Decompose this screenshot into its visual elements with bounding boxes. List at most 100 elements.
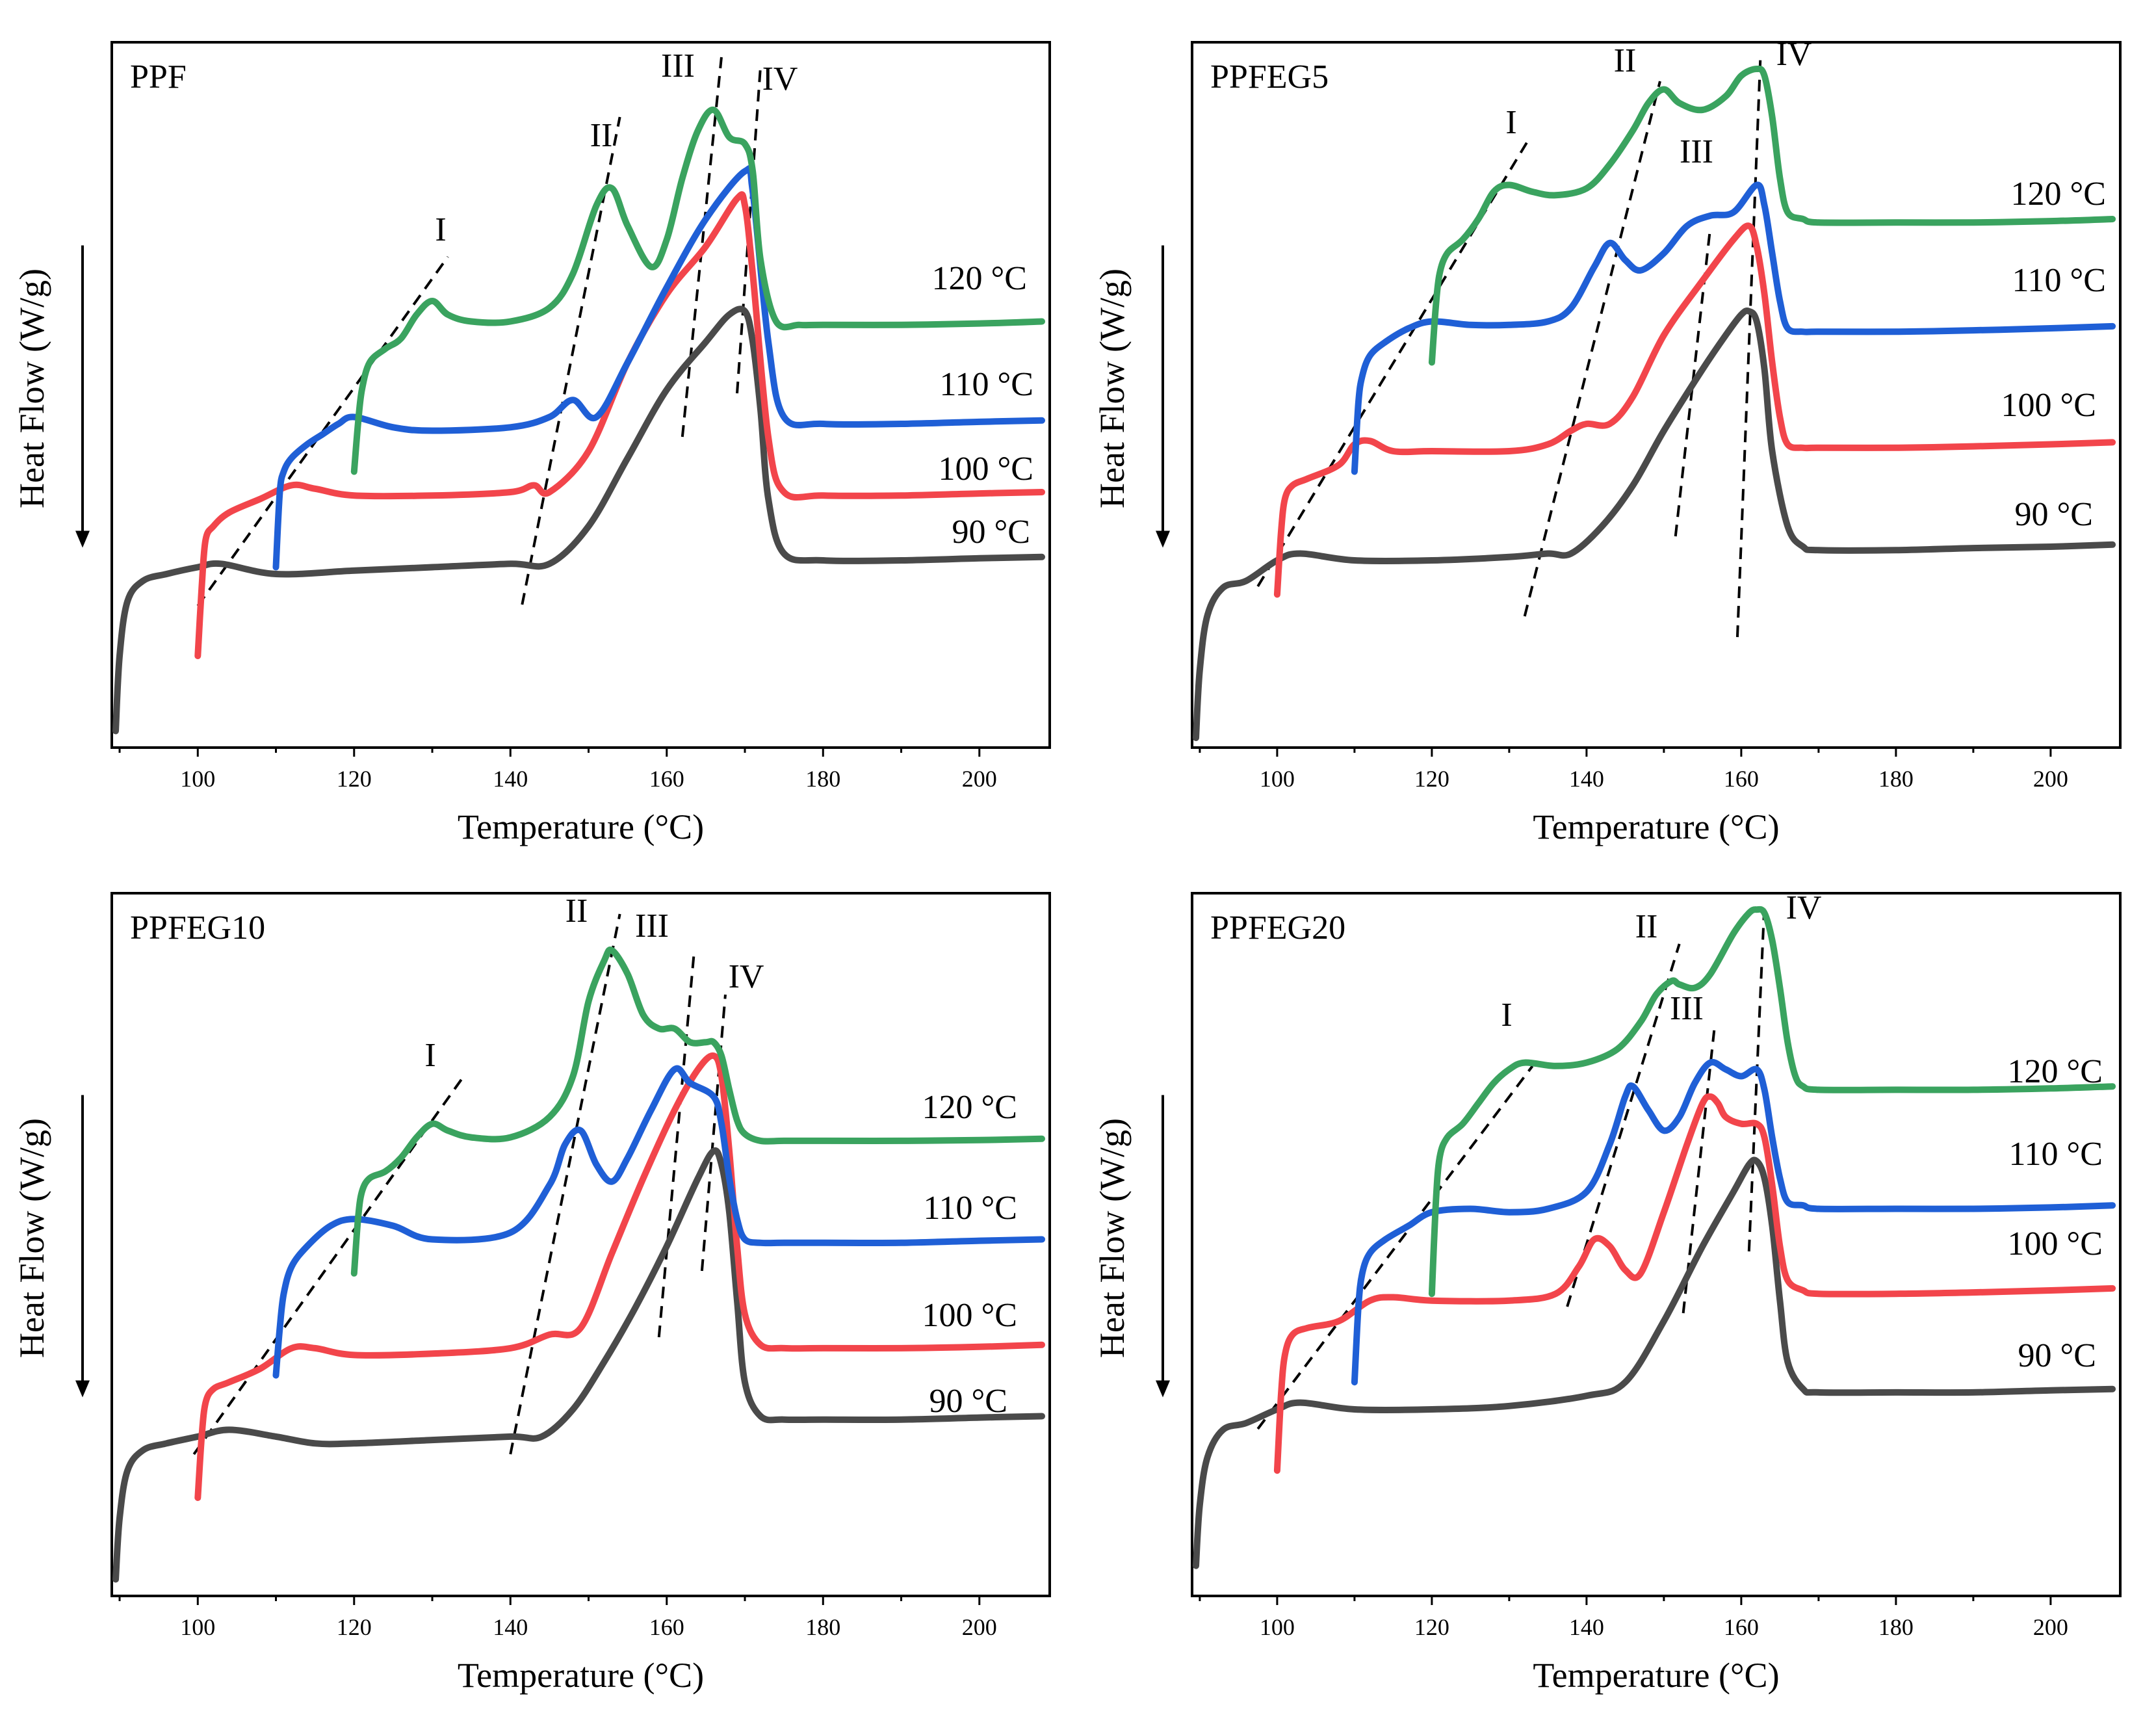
x-tick-label: 180 xyxy=(805,1614,840,1640)
x-tick-label: 200 xyxy=(962,1614,997,1640)
y-axis-title: Heat Flow (W/g) xyxy=(12,1118,51,1358)
plot-frame xyxy=(1191,41,2122,749)
series-label-90c: 90 °C xyxy=(2015,496,2093,533)
plot-frame xyxy=(110,41,1051,749)
annotation-iii: III xyxy=(635,908,669,945)
series-label-100c: 100 °C xyxy=(922,1297,1017,1334)
dashed-line-ii xyxy=(509,913,621,1455)
annotation-iv: IV xyxy=(1786,889,1822,926)
dashed-line-ii xyxy=(1523,81,1661,617)
annotation-iii: III xyxy=(1670,990,1704,1027)
series-label-110c: 110 °C xyxy=(2008,1136,2103,1173)
series-label-120c: 120 °C xyxy=(2008,1053,2103,1090)
x-tick-label: 100 xyxy=(180,766,215,792)
series-line-100c xyxy=(194,1052,1045,1501)
heat-flow-arrow-head xyxy=(1156,530,1170,548)
x-tick-label: 120 xyxy=(337,1614,372,1640)
x-axis-title: Temperature (°C) xyxy=(1533,807,1779,846)
x-tick-label: 100 xyxy=(1260,766,1295,792)
annotation-i: I xyxy=(424,1037,435,1074)
y-axis-title: Heat Flow (W/g) xyxy=(1093,1118,1132,1358)
x-tick-label: 100 xyxy=(180,1614,215,1640)
series-line-110c xyxy=(272,1065,1045,1379)
x-tick-label: 120 xyxy=(337,766,372,792)
dashed-line-i xyxy=(1256,1065,1534,1430)
series-label-120c: 120 °C xyxy=(932,260,1027,297)
series-label-120c: 120 °C xyxy=(2011,176,2106,213)
dashed-line-iii xyxy=(681,57,723,438)
panel-title: PPFEG5 xyxy=(1210,59,1329,96)
annotation-iv: IV xyxy=(1776,36,1812,73)
heat-flow-arrow-head xyxy=(1156,1380,1170,1398)
chart-panel-ppfeg10: 100 120 140 160 180 200 Temperature (°C) Heat F… xyxy=(12,892,1051,1695)
series-label-110c: 110 °C xyxy=(939,366,1033,403)
series-line-90c xyxy=(112,306,1045,735)
series-label-100c: 100 °C xyxy=(2008,1225,2103,1262)
panel-title: PPFEG10 xyxy=(130,909,265,947)
panel-title: PPF xyxy=(130,59,187,96)
series-line-120c xyxy=(1428,906,2116,1298)
annotation-ii: II xyxy=(565,893,588,930)
series-label-110c: 110 °C xyxy=(923,1190,1017,1227)
chart-panel-ppfeg5: 100 120 140 160 180 200 Temperature (°C) Heat F… xyxy=(1093,36,2122,846)
annotation-i: I xyxy=(1505,104,1516,141)
series-line-120c xyxy=(350,947,1045,1277)
annotation-i: I xyxy=(435,211,446,248)
series-line-120c xyxy=(1428,65,2116,366)
annotation-iii: III xyxy=(1680,133,1713,170)
heat-flow-arrow-head xyxy=(75,530,90,548)
chart-panel-ppf: 100 120 140 160 180 200 Temperature (°C) Heat F… xyxy=(12,41,1051,846)
x-tick-label: 160 xyxy=(1724,1614,1759,1640)
series-line-90c xyxy=(1193,307,2116,741)
x-tick-label: 140 xyxy=(493,1614,528,1640)
dashed-line-iv xyxy=(1735,53,1762,638)
x-tick-label: 200 xyxy=(2033,766,2068,792)
annotation-iv: IV xyxy=(762,60,798,98)
series-label-90c: 90 °C xyxy=(929,1383,1007,1420)
series-line-120c xyxy=(350,107,1045,475)
series-line-100c xyxy=(1273,1093,2116,1474)
plot-frame xyxy=(110,892,1051,1597)
dashed-line-iii xyxy=(1682,1030,1716,1314)
series-label-110c: 110 °C xyxy=(2012,262,2106,299)
x-axis-title: Temperature (°C) xyxy=(1533,1656,1779,1695)
x-tick-label: 160 xyxy=(649,1614,684,1640)
x-tick-label: 120 xyxy=(1414,1614,1449,1640)
annotation-i: I xyxy=(1501,997,1512,1034)
annotation-ii: II xyxy=(1635,908,1658,945)
dashed-line-iii xyxy=(657,952,695,1338)
series-line-90c xyxy=(1193,1156,2116,1569)
series-label-90c: 90 °C xyxy=(2018,1337,2096,1374)
panel-title: PPFEG20 xyxy=(1210,909,1345,947)
dashed-line-ii xyxy=(521,116,621,605)
series-line-100c xyxy=(194,191,1045,659)
series-label-120c: 120 °C xyxy=(922,1089,1017,1126)
dashed-line-iv xyxy=(700,994,727,1272)
x-tick-label: 100 xyxy=(1260,1614,1295,1640)
series-label-100c: 100 °C xyxy=(939,451,1033,488)
x-tick-label: 180 xyxy=(1878,766,1914,792)
x-tick-label: 180 xyxy=(805,766,840,792)
series-label-100c: 100 °C xyxy=(2001,387,2096,424)
heat-flow-arrow-head xyxy=(75,1380,90,1398)
annotation-ii: II xyxy=(590,117,613,154)
chart-panel-ppfeg20: 100 120 140 160 180 200 Temperature (°C) Heat F… xyxy=(1093,889,2122,1695)
x-tick-label: 200 xyxy=(2033,1614,2068,1640)
x-tick-label: 140 xyxy=(1569,1614,1604,1640)
annotation-iv: IV xyxy=(729,958,764,995)
x-tick-label: 160 xyxy=(1724,766,1759,792)
series-line-110c xyxy=(272,164,1045,571)
x-axis-title: Temperature (°C) xyxy=(458,1656,704,1695)
annotation-iii: III xyxy=(661,47,695,85)
series-line-90c xyxy=(112,1147,1045,1583)
y-axis-title: Heat Flow (W/g) xyxy=(1093,268,1132,508)
x-tick-label: 180 xyxy=(1878,1614,1914,1640)
x-tick-label: 200 xyxy=(962,766,997,792)
annotation-ii: II xyxy=(1614,42,1637,79)
x-tick-label: 120 xyxy=(1414,766,1449,792)
series-line-100c xyxy=(1273,222,2116,598)
x-tick-label: 140 xyxy=(1569,766,1604,792)
x-tick-label: 140 xyxy=(493,766,528,792)
series-label-90c: 90 °C xyxy=(952,514,1030,551)
